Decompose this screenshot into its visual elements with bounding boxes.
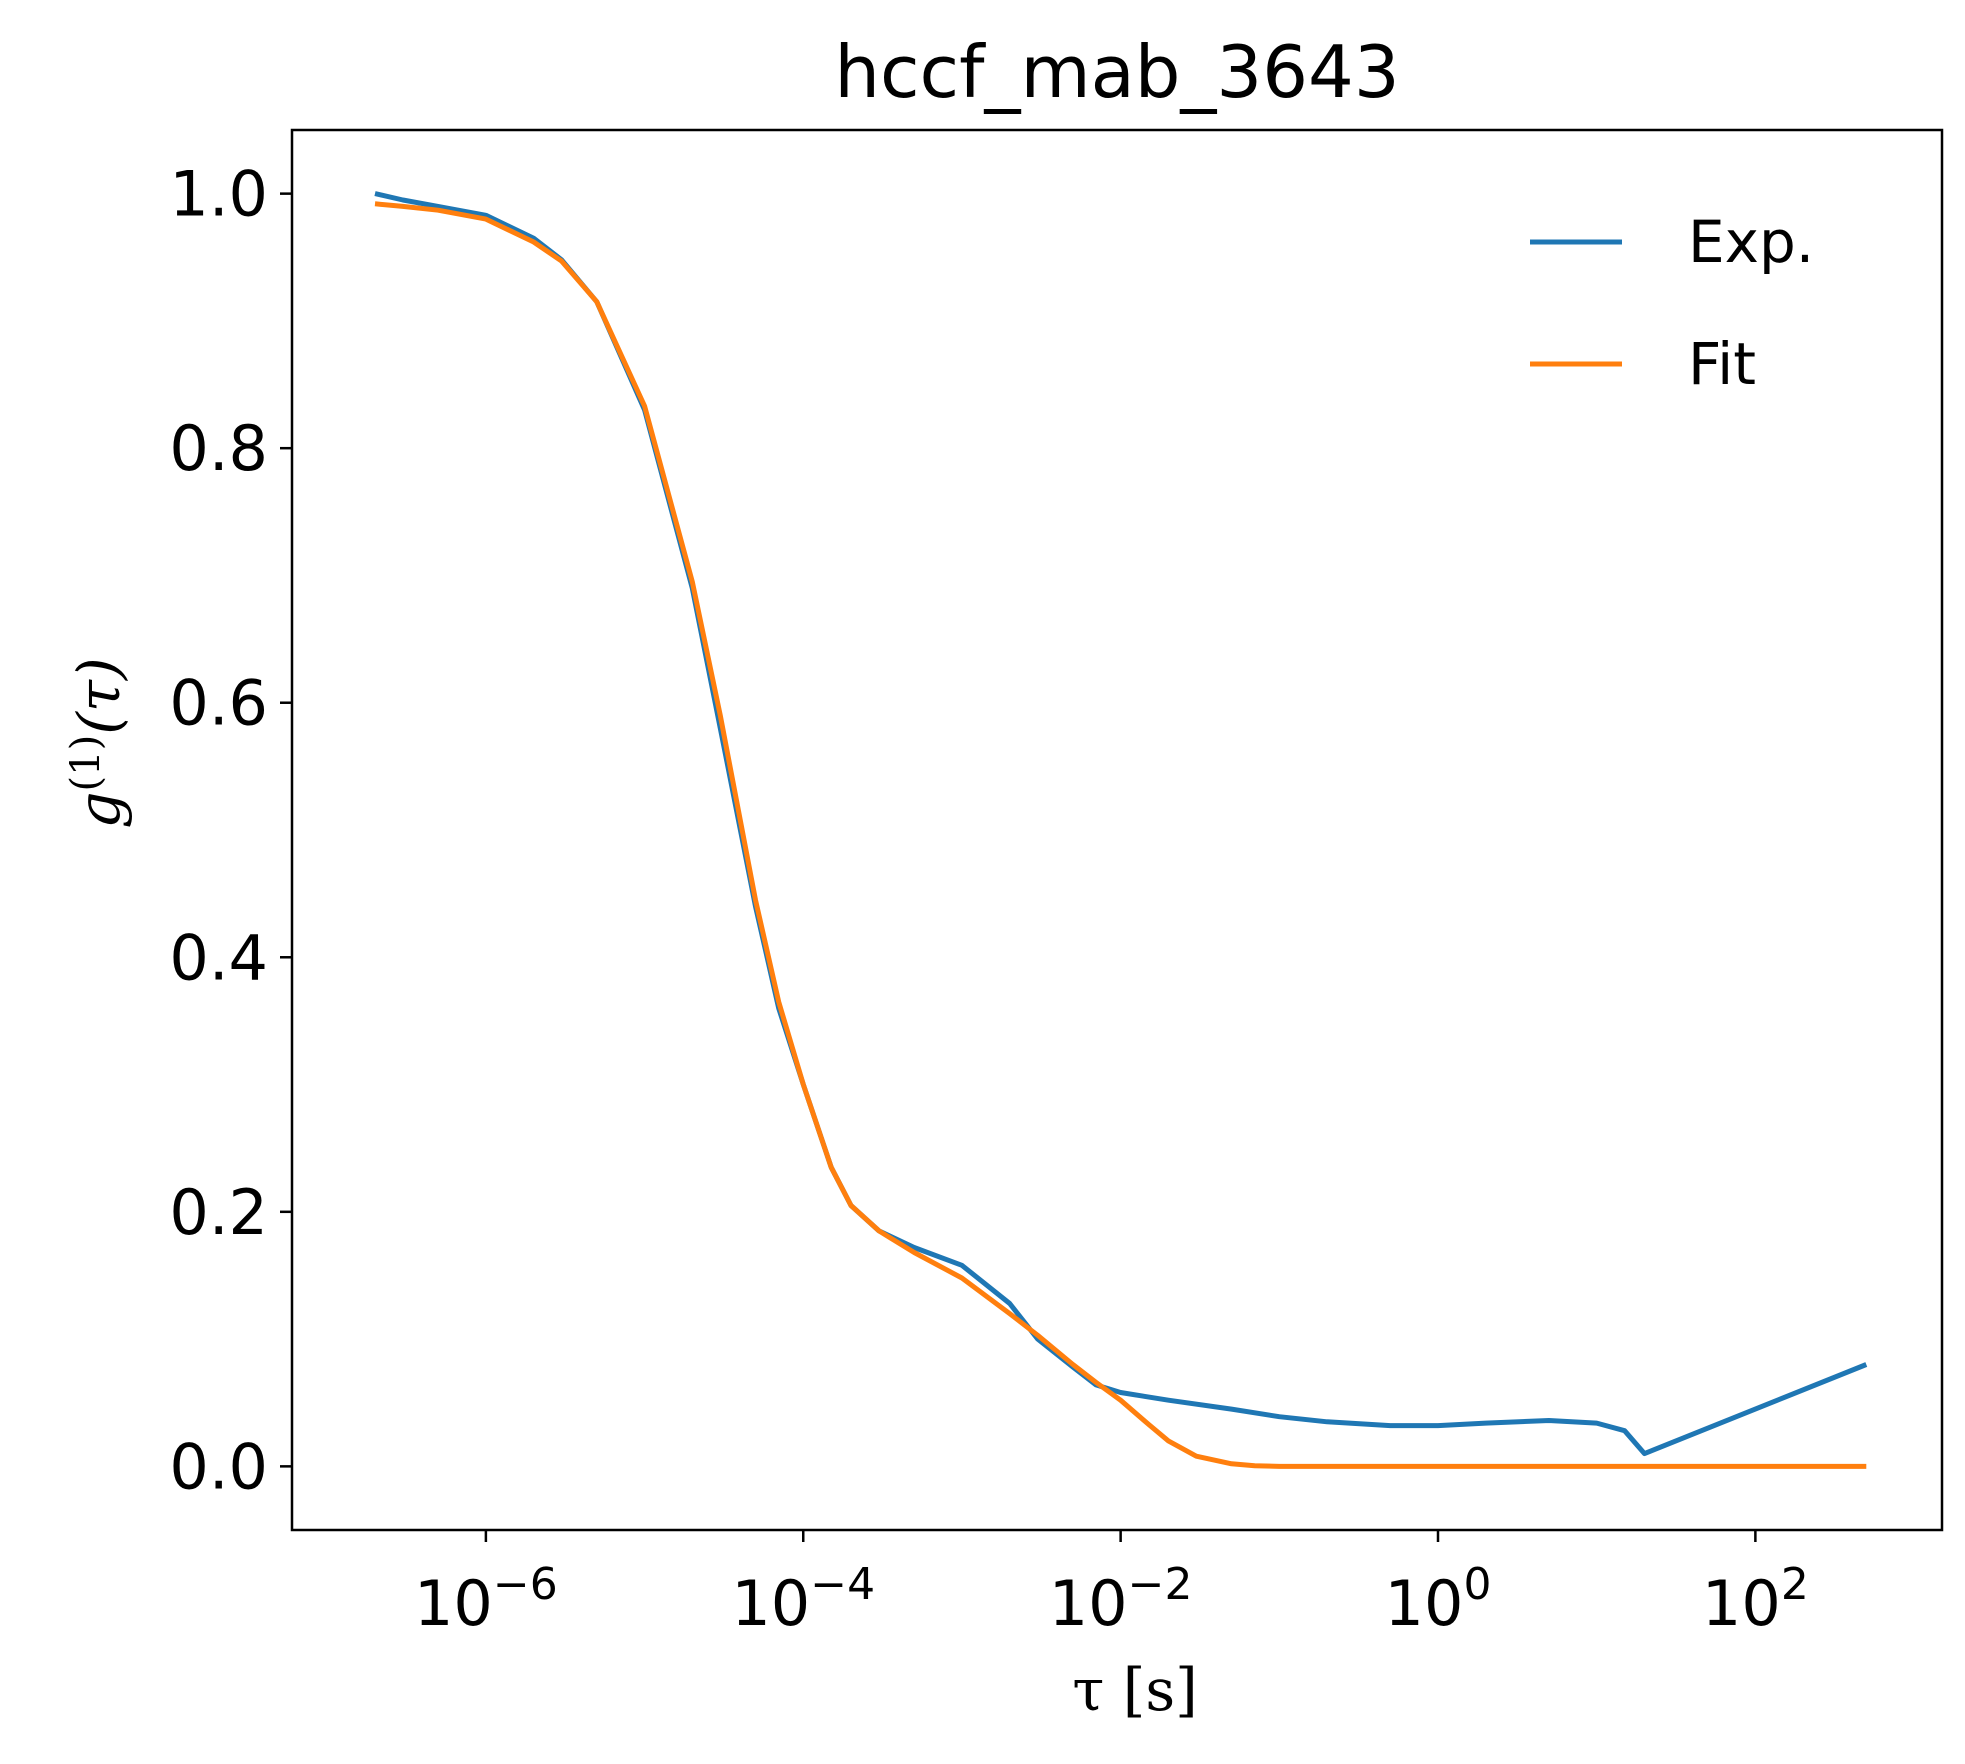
series-line-fit	[374, 201, 1867, 1469]
y-tick-label: 1.0	[169, 158, 268, 231]
y-tick-label: 0.6	[169, 667, 268, 740]
x-tick-label: 10−4	[731, 1559, 875, 1640]
y-tick-label: 0.0	[169, 1430, 268, 1503]
x-axis-label: τ [s]	[1072, 1656, 1198, 1724]
x-tick-label: 10−6	[414, 1559, 558, 1640]
y-tick-label: 0.2	[169, 1176, 268, 1249]
y-axis-label: g(1)(τ)	[62, 657, 134, 829]
x-tick-label: 10−2	[1049, 1559, 1193, 1640]
legend: Exp. Fit	[1530, 208, 1814, 398]
x-axis-ticks: 10−6 10−4 10−2 100 102	[414, 1530, 1809, 1640]
y-tick-label: 0.4	[169, 921, 268, 994]
y-axis-ticks: 0.0 0.2 0.4 0.6 0.8 1.0	[169, 158, 292, 1503]
legend-label-fit: Fit	[1688, 330, 1756, 398]
y-tick-label: 0.8	[169, 412, 268, 485]
axes-frame	[290, 128, 1944, 1532]
series-layer	[374, 191, 1868, 1469]
x-tick-label: 100	[1385, 1559, 1492, 1640]
plot-area: 10−6 10−4 10−2 100 102 0.0 0.2 0.4 0.6 0.8 1.0	[169, 128, 1944, 1640]
chart-title: hccf_mab_3643	[834, 30, 1400, 114]
x-tick-label: 102	[1702, 1559, 1809, 1640]
legend-label-exp: Exp.	[1688, 208, 1814, 276]
